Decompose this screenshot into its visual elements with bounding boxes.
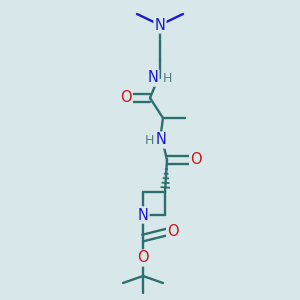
Text: H: H xyxy=(162,73,172,85)
Text: O: O xyxy=(167,224,179,239)
Text: O: O xyxy=(137,250,149,266)
Text: N: N xyxy=(138,208,148,223)
Text: N: N xyxy=(156,133,167,148)
Text: H: H xyxy=(144,134,154,146)
Text: N: N xyxy=(148,70,158,86)
Text: O: O xyxy=(120,91,132,106)
Text: N: N xyxy=(154,17,165,32)
Text: O: O xyxy=(190,152,202,167)
